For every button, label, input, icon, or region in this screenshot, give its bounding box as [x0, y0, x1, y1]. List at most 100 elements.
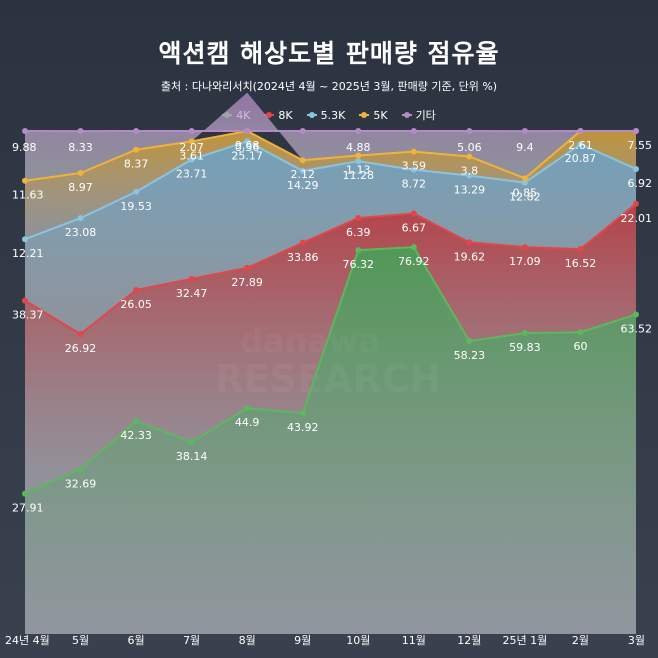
label-5.3K-1: 23.08 — [65, 226, 97, 239]
point-기타-10 — [577, 128, 584, 134]
point-5.3K-1 — [77, 215, 84, 222]
point-5.3K-2 — [133, 188, 140, 195]
x-tick-6: 10월 — [346, 634, 370, 647]
label-5K-6: 1.13 — [346, 164, 371, 177]
label-4K-0: 27.91 — [12, 502, 44, 515]
point-8K-6 — [355, 214, 362, 221]
label-5.3K-9: 12.82 — [509, 191, 541, 204]
point-4K-5 — [299, 410, 306, 417]
point-기타-6 — [355, 128, 362, 134]
label-5K-3: 3.61 — [179, 149, 204, 162]
point-5K-7 — [410, 148, 417, 155]
label-4K-9: 59.83 — [509, 341, 541, 354]
point-기타-7 — [410, 128, 417, 134]
x-tick-7: 11월 — [402, 634, 426, 647]
point-5.3K-0 — [22, 236, 28, 243]
legend-label: 8K — [278, 108, 293, 122]
label-5.3K-7: 8.72 — [402, 178, 427, 191]
x-tick-4: 8월 — [239, 634, 256, 647]
label-8K-2: 26.05 — [120, 298, 152, 311]
label-4K-11: 63.52 — [621, 322, 653, 335]
label-8K-3: 32.47 — [176, 287, 208, 300]
legend-item-4[interactable]: 기타 — [401, 107, 436, 123]
legend-label: 5.3K — [320, 108, 346, 122]
label-5.3K-4: 25.17 — [231, 149, 263, 162]
label-5.3K-10: 20.87 — [565, 152, 597, 165]
label-5.3K-5: 14.29 — [287, 179, 319, 192]
point-5K-9 — [521, 175, 528, 182]
area-5.3K — [25, 141, 636, 335]
area-fills — [25, 92, 636, 634]
label-기타-1: 8.33 — [68, 141, 93, 154]
label-5K-7: 3.59 — [402, 160, 427, 173]
chart-subtitle: 출처 : 다나와리서치(2024년 4월 ~ 2025년 3월, 판매량 기준,… — [160, 80, 498, 93]
label-5.3K-11: 6.92 — [628, 177, 653, 190]
label-기타-9: 9.4 — [516, 141, 534, 154]
x-tick-1: 5월 — [72, 634, 89, 647]
label-4K-10: 60 — [573, 340, 587, 353]
label-4K-1: 32.69 — [65, 478, 97, 491]
point-4K-0 — [22, 490, 28, 497]
label-8K-6: 6.39 — [346, 226, 371, 239]
legend-item-2[interactable]: 5.3K — [306, 107, 346, 123]
point-8K-9 — [521, 244, 528, 251]
area-8K — [25, 203, 636, 494]
point-5K-1 — [77, 169, 84, 176]
point-5K-8 — [466, 153, 473, 160]
point-8K-1 — [77, 331, 84, 338]
point-5.3K-3 — [188, 156, 195, 163]
data-points — [22, 128, 639, 497]
point-8K-3 — [188, 275, 195, 282]
point-5.3K-7 — [410, 166, 417, 173]
legend-swatch — [306, 112, 317, 118]
label-8K-9: 17.09 — [509, 255, 541, 268]
label-8K-0: 38.37 — [12, 309, 44, 322]
label-5K-10: 2.61 — [568, 139, 593, 152]
label-8K-1: 26.92 — [65, 342, 97, 355]
x-axis-ticks: 24년 4월 5월 6월 7월 8월 9월 10월 11월 12월 25년 1월 2월 3월 — [5, 634, 645, 647]
label-5K-0: 11.63 — [12, 189, 44, 202]
label-4K-8: 58.23 — [454, 349, 486, 362]
label-4K-5: 43.92 — [287, 421, 319, 434]
point-5K-2 — [133, 146, 140, 153]
label-5.3K-3: 23.71 — [176, 168, 208, 181]
label-8K-4: 27.89 — [231, 276, 263, 289]
legend-label: 기타 — [415, 109, 436, 122]
point-4K-3 — [188, 439, 195, 446]
point-5.3K-4 — [244, 138, 251, 145]
area-기타 — [25, 92, 636, 181]
label-4K-7: 76.92 — [398, 255, 430, 268]
point-기타-8 — [466, 128, 473, 134]
label-4K-6: 76.32 — [343, 258, 375, 271]
point-8K-4 — [244, 264, 251, 271]
label-8K-10: 16.52 — [565, 257, 597, 270]
line-8K — [24, 203, 637, 336]
legend-item-1[interactable]: 8K — [264, 107, 293, 123]
legend-item-3[interactable]: 5K — [359, 107, 388, 123]
label-5K-8: 3.8 — [461, 164, 479, 177]
point-기타-2 — [133, 128, 140, 134]
point-8K-8 — [466, 239, 473, 246]
legend-swatch — [359, 112, 370, 118]
point-기타-11 — [633, 128, 639, 134]
label-기타-8: 5.06 — [457, 141, 482, 154]
point-기타-4 — [244, 128, 251, 134]
point-4K-4 — [244, 405, 251, 412]
point-4K-8 — [466, 338, 473, 345]
x-tick-11: 3월 — [628, 634, 645, 647]
label-5.3K-2: 19.53 — [120, 200, 152, 213]
label-5K-1: 8.97 — [68, 181, 93, 194]
label-5.3K-8: 13.29 — [454, 184, 486, 197]
point-5K-5 — [299, 157, 306, 164]
legend-swatch — [401, 112, 412, 118]
point-8K-0 — [22, 297, 28, 304]
series-lines — [24, 129, 637, 495]
label-5.3K-0: 12.21 — [12, 247, 44, 260]
label-8K-11: 22.01 — [621, 212, 653, 225]
label-4K-3: 38.14 — [176, 450, 208, 463]
x-tick-0: 24년 4월 — [5, 634, 50, 647]
x-tick-9: 25년 1월 — [503, 634, 548, 647]
data-labels: 27.91 32.69 42.33 38.14 44.9 43.92 76.32 76.92 5… — [12, 139, 652, 515]
point-5.3K-5 — [299, 167, 306, 174]
